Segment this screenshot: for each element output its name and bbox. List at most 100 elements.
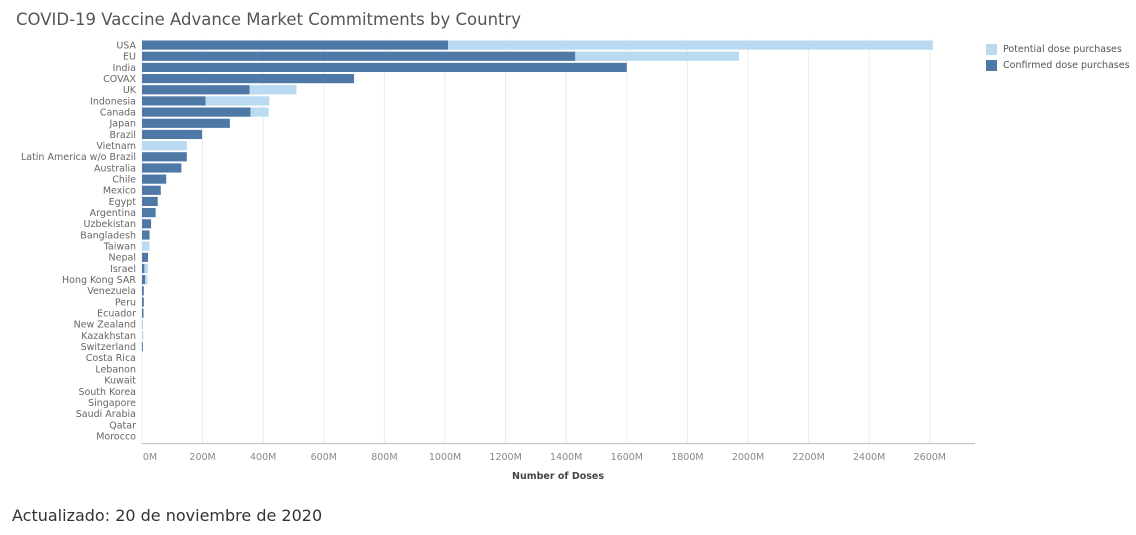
category-label: Uzbekistan (84, 219, 136, 230)
x-axis-title: Number of Doses (512, 471, 604, 482)
bar-confirmed[interactable] (142, 129, 202, 140)
bar-confirmed[interactable] (142, 185, 161, 195)
category-label: Taiwan (103, 242, 136, 253)
gridlines (141, 39, 975, 445)
category-label: Vietnam (96, 141, 136, 152)
bar-potential[interactable] (142, 241, 150, 251)
category-label: Indonesia (90, 96, 136, 107)
bar-confirmed[interactable] (142, 263, 145, 274)
x-tick-label: 1000M (429, 452, 461, 463)
x-tick-label: 800M (371, 452, 397, 463)
x-tick-label: 1200M (489, 452, 521, 463)
x-axis-ticks: 0M 200M 400M 600M 800M 1000M 1200M 1400M 1600M 18… (143, 452, 946, 463)
category-label: Singapore (88, 398, 136, 409)
category-label: Israel (110, 264, 136, 275)
bar-chart: USAEUIndiaCOVAXUKIndonesiaCanadaJapanBra… (21, 39, 975, 482)
legend: Potential dose purchases Confirmed dose … (986, 41, 1130, 73)
x-tick-label: 1800M (671, 452, 703, 463)
category-label: Japan (109, 119, 137, 130)
x-tick-label: 2000M (732, 452, 764, 463)
bar-confirmed[interactable] (142, 208, 156, 218)
category-label: Switzerland (81, 342, 136, 353)
bar-potential[interactable] (142, 319, 143, 329)
x-tick-label: 1600M (611, 452, 643, 463)
bar-confirmed[interactable] (142, 308, 144, 318)
legend-item-potential[interactable]: Potential dose purchases (986, 41, 1130, 57)
bar-confirmed[interactable] (142, 73, 355, 84)
bar-potential[interactable] (205, 96, 270, 106)
category-label: Bangladesh (80, 230, 136, 241)
bar-potential[interactable] (575, 51, 739, 61)
category-label: UK (123, 85, 137, 96)
category-label: Saudi Arabia (76, 409, 136, 420)
category-label: Nepal (109, 253, 136, 264)
category-label: Ecuador (97, 309, 136, 320)
bars (142, 40, 933, 352)
bar-confirmed[interactable] (142, 286, 144, 296)
x-tick-label: 200M (189, 452, 215, 463)
bar-confirmed[interactable] (142, 230, 150, 240)
category-label: Kuwait (104, 376, 136, 387)
bar-potential[interactable] (145, 275, 148, 285)
bar-confirmed[interactable] (142, 62, 627, 73)
category-label: COVAX (103, 74, 136, 85)
category-label: New Zealand (74, 320, 136, 331)
bar-potential[interactable] (250, 107, 269, 117)
bar-confirmed[interactable] (142, 275, 146, 285)
x-tick-label: 600M (311, 452, 337, 463)
bar-confirmed[interactable] (142, 342, 143, 352)
bar-confirmed[interactable] (142, 96, 206, 106)
x-tick-label: 400M (250, 452, 276, 463)
category-label: Egypt (109, 197, 137, 208)
legend-label-potential: Potential dose purchases (1003, 43, 1122, 55)
bar-potential[interactable] (448, 40, 933, 50)
bar-confirmed[interactable] (142, 118, 230, 128)
bar-confirmed[interactable] (142, 163, 182, 173)
category-label: Costa Rica (86, 353, 136, 364)
bar-confirmed[interactable] (142, 107, 251, 117)
legend-swatch-potential (986, 43, 997, 55)
bar-potential[interactable] (249, 85, 297, 95)
category-label: Morocco (96, 431, 136, 442)
category-label: Australia (94, 163, 136, 174)
x-tick-label: 2200M (792, 452, 824, 463)
x-tick-label: 0M (143, 452, 157, 463)
category-label: Venezuela (87, 286, 136, 297)
bar-confirmed[interactable] (142, 252, 149, 262)
category-label: Brazil (109, 130, 136, 141)
bar-confirmed[interactable] (142, 152, 187, 162)
category-label: Latin America w/o Brazil (21, 152, 136, 163)
category-label: Peru (115, 297, 136, 308)
bar-potential[interactable] (142, 330, 144, 341)
bar-potential[interactable] (144, 263, 149, 274)
bar-confirmed[interactable] (142, 196, 158, 207)
category-label: South Korea (78, 387, 136, 398)
category-label: Lebanon (95, 364, 136, 375)
bar-confirmed[interactable] (142, 219, 152, 229)
footnote-updated: Actualizado: 20 de noviembre de 2020 (12, 506, 323, 525)
category-label: Argentina (90, 208, 136, 219)
category-label: Canada (100, 108, 136, 119)
category-label: USA (116, 40, 136, 51)
chart-title: COVID-19 Vaccine Advance Market Commitme… (16, 10, 522, 29)
legend-label-confirmed: Confirmed dose purchases (1003, 59, 1130, 71)
bar-confirmed[interactable] (142, 85, 250, 95)
bar-confirmed[interactable] (142, 174, 167, 184)
x-tick-label: 1400M (550, 452, 582, 463)
legend-item-confirmed[interactable]: Confirmed dose purchases (986, 57, 1130, 73)
bar-confirmed[interactable] (142, 40, 449, 50)
bar-potential[interactable] (142, 141, 187, 151)
x-tick-label: 2600M (914, 452, 946, 463)
category-label: Mexico (103, 186, 136, 197)
category-label: Kazakhstan (81, 331, 136, 342)
category-label: Chile (112, 175, 136, 186)
legend-swatch-confirmed (986, 59, 997, 71)
bar-confirmed[interactable] (142, 51, 576, 61)
category-label: Qatar (109, 420, 136, 431)
category-label: EU (123, 52, 136, 63)
category-label: Hong Kong SAR (62, 275, 136, 286)
category-labels: USAEUIndiaCOVAXUKIndonesiaCanadaJapanBra… (21, 40, 137, 442)
category-label: India (113, 63, 136, 74)
x-tick-label: 2400M (853, 452, 885, 463)
bar-confirmed[interactable] (142, 297, 144, 307)
